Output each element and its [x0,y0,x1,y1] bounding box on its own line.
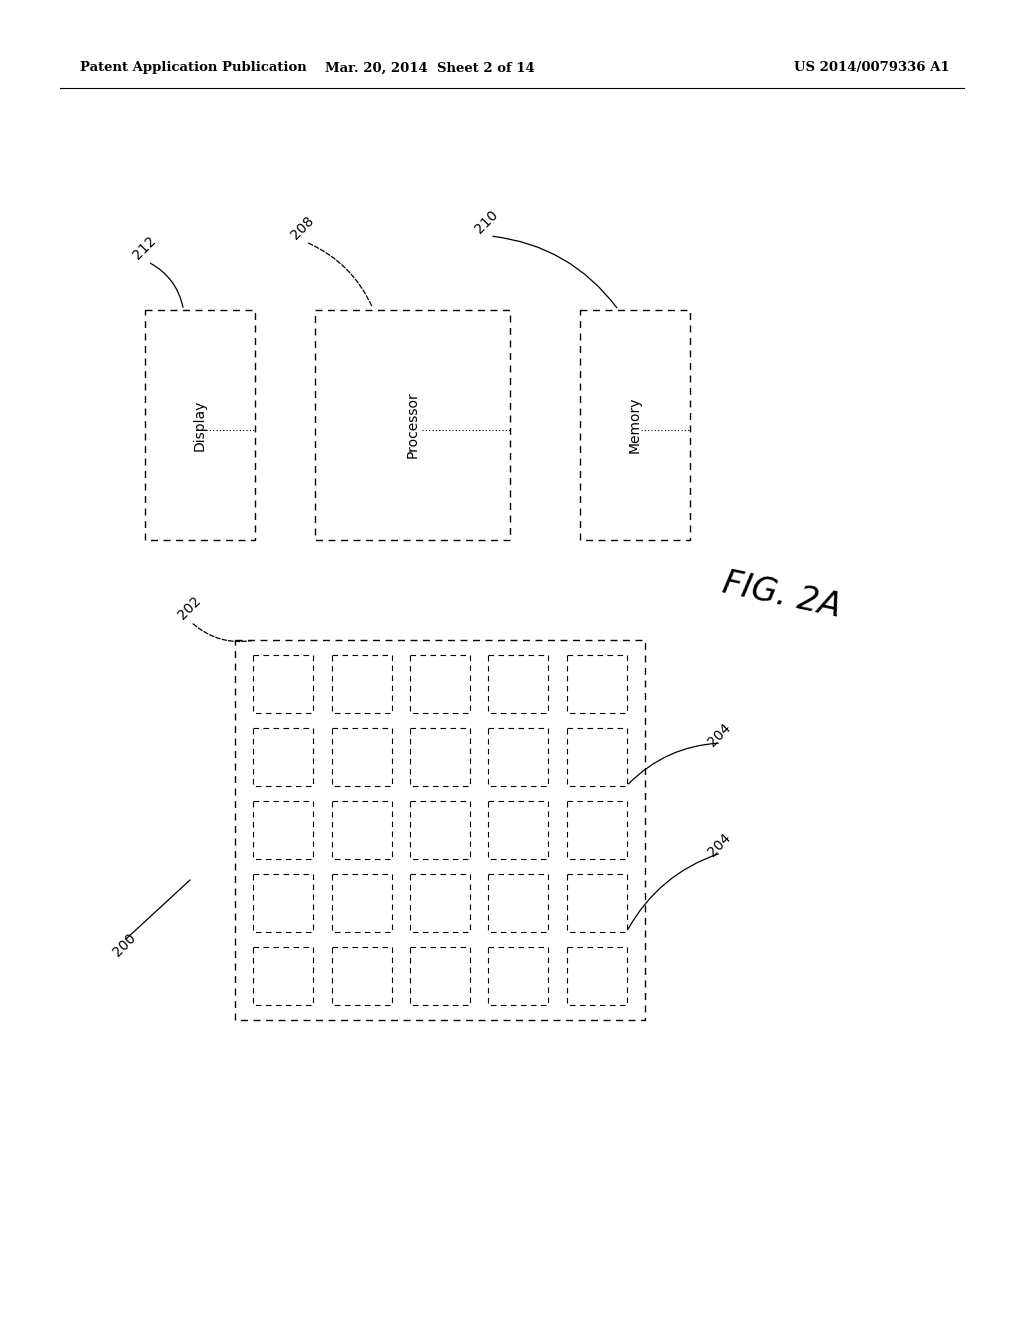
Bar [410,801,470,859]
Bar [410,655,470,713]
Text: Display: Display [193,400,207,450]
Bar [488,655,548,713]
Text: 212: 212 [130,234,159,263]
Text: 202: 202 [175,594,204,622]
Text: 208: 208 [288,214,316,243]
Text: 204: 204 [705,830,733,859]
Bar [410,874,470,932]
Bar [566,729,627,785]
Bar [488,874,548,932]
Bar [332,946,391,1005]
Bar [315,310,510,540]
Bar [254,946,313,1005]
Bar [410,729,470,785]
Bar [566,801,627,859]
Bar [566,946,627,1005]
Bar [566,655,627,713]
Bar [332,801,391,859]
Text: 200: 200 [110,931,138,960]
Bar [580,310,690,540]
Bar [332,874,391,932]
Bar [566,874,627,932]
Bar [254,801,313,859]
Bar [234,640,645,1020]
Bar [254,874,313,932]
Bar [332,729,391,785]
Bar [332,655,391,713]
Text: Processor: Processor [406,392,420,458]
Text: Memory: Memory [628,397,642,453]
Bar [488,946,548,1005]
Bar [488,729,548,785]
Text: US 2014/0079336 A1: US 2014/0079336 A1 [795,62,950,74]
Text: FIG. 2A: FIG. 2A [720,566,845,623]
Bar [410,946,470,1005]
Bar [254,655,313,713]
Bar [145,310,255,540]
Text: 210: 210 [472,207,501,236]
Bar [488,801,548,859]
Text: Mar. 20, 2014  Sheet 2 of 14: Mar. 20, 2014 Sheet 2 of 14 [326,62,535,74]
Bar [254,729,313,785]
Text: Patent Application Publication: Patent Application Publication [80,62,307,74]
Text: 204: 204 [705,721,733,750]
